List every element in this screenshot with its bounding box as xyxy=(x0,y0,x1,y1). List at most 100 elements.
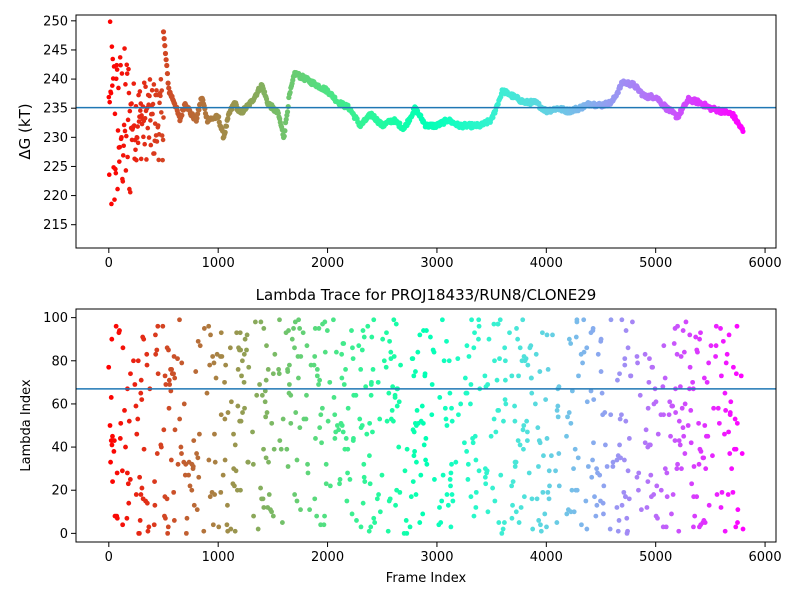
lambda-point xyxy=(418,472,424,478)
lambda-point xyxy=(602,410,608,415)
lambda-point xyxy=(623,418,629,424)
lambda-point xyxy=(690,379,696,385)
lambda-point xyxy=(509,373,515,379)
lambda-point xyxy=(702,423,708,428)
lambda-point xyxy=(548,453,554,459)
lambda-point xyxy=(491,321,497,327)
lambda-point xyxy=(250,429,255,435)
lambda-point xyxy=(184,515,190,521)
lambda-point xyxy=(262,388,268,394)
delta-g-point xyxy=(179,112,185,118)
lambda-point xyxy=(171,354,177,359)
lambda-point xyxy=(201,528,207,534)
lambda-point xyxy=(298,354,304,359)
lambda-point xyxy=(449,461,454,467)
lambda-point xyxy=(152,479,157,484)
lambda-point xyxy=(445,502,451,508)
lambda-point xyxy=(133,403,139,409)
lambda-point xyxy=(521,446,526,452)
lambda-point xyxy=(617,442,622,448)
lambda-point xyxy=(413,369,418,374)
lambda-point xyxy=(124,470,130,476)
lambda-point xyxy=(619,412,624,418)
lambda-point xyxy=(153,332,158,338)
lambda-point xyxy=(144,362,150,368)
lambda-point xyxy=(163,382,169,387)
lambda-point xyxy=(688,440,694,446)
delta-g-point xyxy=(287,89,293,96)
lambda-point xyxy=(417,332,423,338)
y-tick-label: 100 xyxy=(43,311,68,326)
lambda-point xyxy=(444,492,450,497)
delta-g-point xyxy=(155,123,161,128)
lambda-point xyxy=(625,468,631,474)
delta-g-point xyxy=(126,66,131,72)
lambda-point xyxy=(701,455,707,461)
lambda-point xyxy=(614,505,620,510)
lambda-point xyxy=(258,319,264,325)
lambda-point xyxy=(614,457,620,463)
lambda-point xyxy=(718,326,723,331)
lambda-point xyxy=(403,518,409,523)
lambda-point xyxy=(277,317,282,323)
y-tick-label: 80 xyxy=(51,354,68,369)
lambda-point xyxy=(676,418,682,424)
lambda-point xyxy=(681,349,687,355)
lambda-point xyxy=(384,330,389,336)
lambda-point xyxy=(377,416,383,422)
lambda-point xyxy=(179,451,184,456)
lambda-point xyxy=(341,382,347,387)
lambda-point xyxy=(584,399,590,405)
lambda-point xyxy=(269,509,274,515)
lambda-point xyxy=(716,420,722,426)
delta-g-point xyxy=(121,122,127,128)
lambda-point xyxy=(447,390,453,396)
lambda-point xyxy=(702,520,708,525)
lambda-point xyxy=(718,373,724,379)
lambda-point xyxy=(232,528,238,534)
delta-g-point xyxy=(397,120,403,126)
lambda-point xyxy=(110,433,115,439)
lambda-point xyxy=(615,528,621,534)
lambda-point xyxy=(261,326,267,331)
lambda-point xyxy=(165,524,171,530)
lambda-point xyxy=(469,317,474,323)
lambda-point xyxy=(735,520,740,525)
lambda-point xyxy=(647,442,653,448)
lambda-point xyxy=(354,518,359,523)
lambda-point xyxy=(517,442,523,448)
delta-g-point xyxy=(145,125,151,131)
lambda-point xyxy=(525,362,531,368)
lambda-point xyxy=(345,470,350,476)
delta-g-point xyxy=(162,43,168,49)
lambda-point xyxy=(681,433,687,439)
lambda-point xyxy=(190,464,196,469)
lambda-point xyxy=(388,349,394,355)
lambda-point xyxy=(545,367,551,372)
delta-g-point xyxy=(119,135,124,140)
lambda-point xyxy=(518,505,524,510)
lambda-point xyxy=(287,362,292,368)
lambda-point xyxy=(312,326,318,331)
lambda-point xyxy=(729,466,735,472)
delta-g-point xyxy=(113,170,119,176)
lambda-point xyxy=(687,364,693,370)
lambda-point xyxy=(676,528,682,534)
delta-g-point xyxy=(149,87,155,93)
lambda-point xyxy=(207,494,213,500)
lambda-point xyxy=(623,494,628,500)
delta-g-point xyxy=(159,110,164,115)
lambda-point xyxy=(544,436,550,441)
lambda-point xyxy=(313,436,318,441)
lambda-point xyxy=(456,412,461,418)
x-tick-label: 5000 xyxy=(639,256,672,271)
lambda-point xyxy=(674,466,680,472)
lambda-point xyxy=(244,332,250,338)
lambda-y-label: Lambda Index xyxy=(19,379,34,472)
lambda-point xyxy=(616,518,622,523)
lambda-point xyxy=(497,317,503,323)
lambda-point xyxy=(296,317,302,323)
delta-g-point xyxy=(127,189,133,195)
x-tick-label: 0 xyxy=(105,256,113,271)
lambda-point xyxy=(231,431,236,437)
